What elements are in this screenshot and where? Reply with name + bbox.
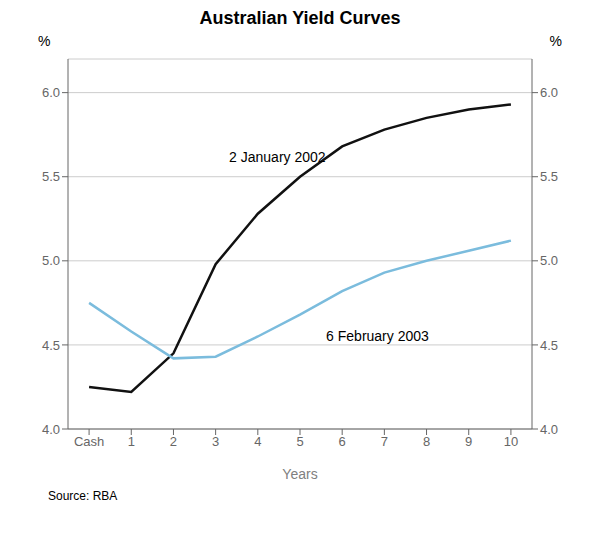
svg-text:6.0: 6.0 <box>42 85 60 100</box>
svg-text:2: 2 <box>170 434 177 449</box>
html-text:Source: RBA: Source: RBA <box>48 489 118 503</box>
svg-text:4.5: 4.5 <box>540 338 558 353</box>
svg-text:Years: Years <box>282 466 317 482</box>
svg-text:6: 6 <box>339 434 346 449</box>
svg-text:5.5: 5.5 <box>540 169 558 184</box>
svg-text:Cash: Cash <box>74 434 104 449</box>
svg-text:4.5: 4.5 <box>42 338 60 353</box>
svg-text:5: 5 <box>296 434 303 449</box>
svg-text:4.0: 4.0 <box>42 422 60 437</box>
svg-text:3: 3 <box>212 434 219 449</box>
svg-text:6.0: 6.0 <box>540 85 558 100</box>
svg-text:4.0: 4.0 <box>540 422 558 437</box>
svg-text:9: 9 <box>465 434 472 449</box>
svg-text:6 February 2003: 6 February 2003 <box>326 328 429 344</box>
svg-text:7: 7 <box>381 434 388 449</box>
svg-text:8: 8 <box>423 434 430 449</box>
svg-text:10: 10 <box>504 434 518 449</box>
html-text:Australian Yield Curves: Australian Yield Curves <box>199 8 401 28</box>
svg-text:2 January 2002: 2 January 2002 <box>229 149 326 165</box>
svg-text:5.0: 5.0 <box>42 253 60 268</box>
svg-text:1: 1 <box>128 434 135 449</box>
svg-text:5.0: 5.0 <box>540 253 558 268</box>
svg-text:5.5: 5.5 <box>42 169 60 184</box>
svg-text:4: 4 <box>254 434 261 449</box>
